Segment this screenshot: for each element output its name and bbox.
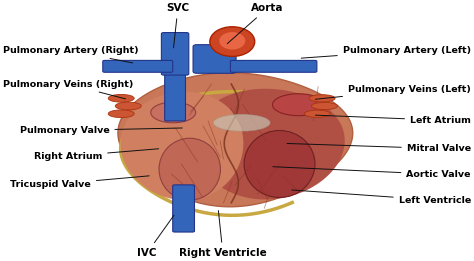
Ellipse shape: [309, 95, 335, 102]
Ellipse shape: [108, 94, 134, 102]
Text: Right Atrium: Right Atrium: [34, 149, 159, 161]
FancyBboxPatch shape: [173, 185, 194, 232]
Text: Pulmonary Veins (Left): Pulmonary Veins (Left): [315, 85, 471, 99]
Text: Left Atrium: Left Atrium: [315, 115, 471, 125]
Ellipse shape: [244, 130, 315, 198]
Ellipse shape: [151, 102, 196, 123]
FancyBboxPatch shape: [103, 60, 173, 72]
Ellipse shape: [108, 110, 134, 118]
Text: Pulmonary Veins (Right): Pulmonary Veins (Right): [3, 80, 134, 99]
Text: Tricuspid Valve: Tricuspid Valve: [10, 176, 149, 189]
Text: Pulmonary Artery (Right): Pulmonary Artery (Right): [3, 46, 139, 63]
Text: Pulmonary Artery (Left): Pulmonary Artery (Left): [301, 46, 471, 58]
Ellipse shape: [219, 32, 245, 50]
Ellipse shape: [213, 114, 270, 131]
Text: Right Ventricle: Right Ventricle: [179, 211, 267, 258]
Polygon shape: [118, 73, 353, 207]
Ellipse shape: [115, 102, 141, 110]
Text: IVC: IVC: [137, 215, 174, 258]
Ellipse shape: [304, 110, 330, 117]
Polygon shape: [120, 92, 243, 200]
Text: Aortic Valve: Aortic Valve: [273, 167, 471, 179]
Text: Mitral Valve: Mitral Valve: [287, 144, 471, 153]
Ellipse shape: [159, 138, 220, 200]
Polygon shape: [193, 89, 345, 200]
Ellipse shape: [311, 102, 337, 110]
Ellipse shape: [210, 27, 255, 56]
FancyBboxPatch shape: [193, 45, 236, 73]
Text: Aorta: Aorta: [227, 3, 283, 44]
Text: Left Ventricle: Left Ventricle: [292, 190, 471, 205]
Text: Pulmonary Valve: Pulmonary Valve: [19, 126, 182, 135]
Ellipse shape: [273, 94, 324, 116]
FancyBboxPatch shape: [161, 33, 189, 75]
FancyBboxPatch shape: [230, 60, 317, 72]
Text: SVC: SVC: [166, 3, 190, 48]
FancyBboxPatch shape: [164, 68, 185, 121]
